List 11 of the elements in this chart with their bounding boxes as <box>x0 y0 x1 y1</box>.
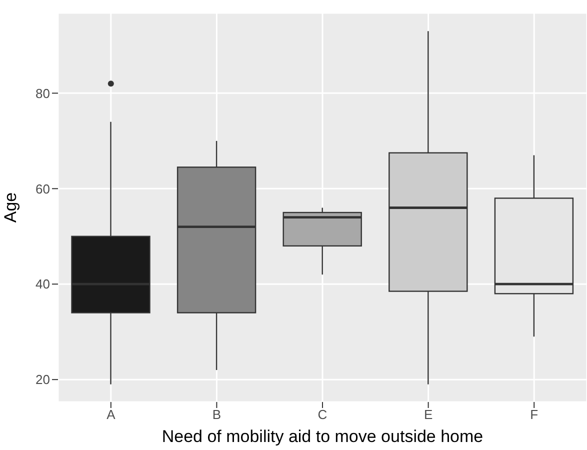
x-tick-label: C <box>318 407 328 422</box>
x-tick-label: B <box>212 407 222 422</box>
x-tick-label: A <box>106 407 116 422</box>
x-axis-title: Need of mobility aid to move outside home <box>162 427 484 446</box>
y-tick-label: 20 <box>36 372 50 388</box>
y-tick-label: 80 <box>36 86 50 101</box>
y-tick-label: 60 <box>36 181 50 196</box>
x-tick-label: E <box>424 407 433 422</box>
x-tick-label: F <box>530 407 538 422</box>
y-tick-label: 40 <box>36 276 50 292</box>
y-axis-title: Age <box>1 192 20 223</box>
